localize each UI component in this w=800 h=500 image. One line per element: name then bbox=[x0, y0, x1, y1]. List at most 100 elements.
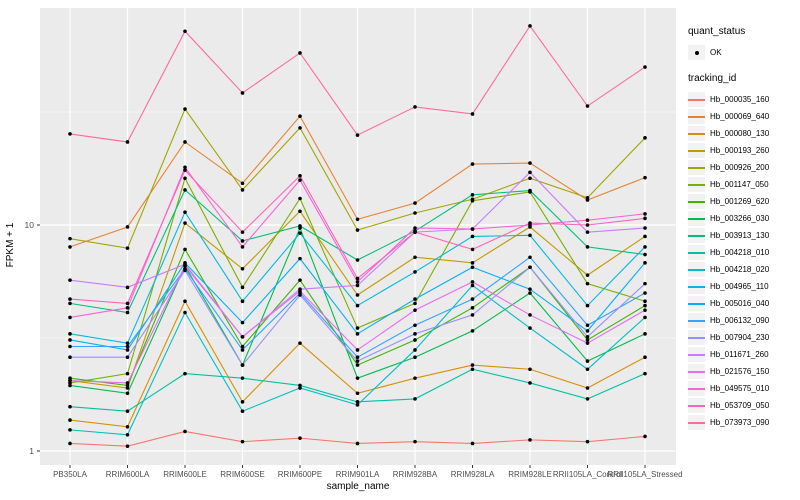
data-point bbox=[240, 188, 245, 192]
data-point bbox=[355, 355, 360, 360]
data-point bbox=[183, 176, 187, 181]
legend-item-Hb_000926_200: Hb_000926_200 bbox=[688, 159, 800, 176]
data-point bbox=[240, 363, 245, 367]
data-point bbox=[125, 386, 130, 390]
legend-item-Hb_011671_260: Hb_011671_260 bbox=[688, 346, 800, 363]
legend-item-label: Hb_006132_090 bbox=[710, 316, 770, 325]
legend-item-label: Hb_001269_620 bbox=[710, 197, 770, 206]
data-point bbox=[643, 136, 647, 140]
data-point bbox=[643, 308, 647, 312]
series-color-key bbox=[688, 347, 705, 362]
data-point bbox=[470, 227, 475, 231]
data-point bbox=[240, 267, 245, 271]
data-point bbox=[528, 367, 532, 372]
data-point bbox=[298, 126, 302, 130]
data-point bbox=[643, 355, 647, 360]
data-point bbox=[298, 178, 302, 182]
data-point bbox=[355, 391, 360, 396]
x-tick-label: RRIM600SE bbox=[220, 470, 264, 479]
data-point bbox=[470, 297, 475, 301]
data-point bbox=[413, 355, 417, 360]
data-point bbox=[298, 196, 302, 201]
data-point bbox=[240, 344, 245, 349]
data-point bbox=[355, 326, 360, 330]
data-point bbox=[413, 301, 417, 306]
legend-title-quant-status: quant_status bbox=[688, 26, 746, 37]
data-point bbox=[298, 209, 302, 214]
legend-item-label: Hb_000926_200 bbox=[710, 163, 770, 172]
data-point bbox=[355, 228, 360, 232]
data-point bbox=[355, 359, 360, 363]
data-point bbox=[470, 367, 475, 372]
data-point bbox=[355, 376, 360, 380]
data-point bbox=[183, 221, 187, 225]
legend-item-Hb_049575_010: Hb_049575_010 bbox=[688, 380, 800, 397]
legend-item-label: Hb_001147_050 bbox=[710, 180, 769, 189]
data-point bbox=[68, 332, 72, 336]
legend-title-tracking-id: tracking_id bbox=[688, 73, 737, 84]
data-point bbox=[298, 256, 302, 261]
x-tick-label: RRIM600LA bbox=[106, 470, 150, 479]
x-tick-label: RRII105LA_Control bbox=[553, 470, 623, 479]
data-point bbox=[68, 245, 72, 249]
data-point bbox=[240, 285, 245, 290]
data-point bbox=[183, 268, 187, 273]
point-marker-icon bbox=[688, 45, 705, 60]
data-point bbox=[470, 265, 475, 270]
data-point bbox=[240, 245, 245, 249]
data-point bbox=[643, 216, 647, 221]
x-tick-label: RRIM901LA bbox=[336, 470, 380, 479]
data-point bbox=[183, 168, 187, 172]
legend-item-label: Hb_003913_130 bbox=[710, 231, 770, 240]
data-point bbox=[528, 161, 532, 165]
legend-item-Hb_004218_020: Hb_004218_020 bbox=[688, 261, 800, 278]
legend-item-Hb_073973_090: Hb_073973_090 bbox=[688, 414, 800, 431]
data-point bbox=[585, 195, 590, 200]
data-point bbox=[68, 132, 72, 136]
data-point bbox=[298, 436, 302, 440]
data-point bbox=[355, 293, 360, 297]
data-point bbox=[528, 170, 532, 175]
data-point bbox=[125, 310, 130, 315]
data-point bbox=[528, 176, 532, 181]
legend: quant_status OK tracking_id Hb_000035_16… bbox=[688, 26, 800, 431]
data-point bbox=[240, 239, 245, 243]
data-point bbox=[183, 188, 187, 192]
data-point bbox=[68, 355, 72, 360]
legend-item-Hb_000035_160: Hb_000035_160 bbox=[688, 91, 800, 108]
data-point bbox=[413, 348, 417, 352]
legend-item-label: Hb_004965_110 bbox=[710, 282, 769, 291]
legend-item-label: Hb_003266_030 bbox=[710, 214, 770, 223]
data-point bbox=[68, 441, 72, 446]
legend-item-label: Hb_004218_010 bbox=[710, 248, 770, 257]
data-point bbox=[183, 310, 187, 315]
series-color-key bbox=[688, 126, 705, 141]
legend-item-Hb_006132_090: Hb_006132_090 bbox=[688, 312, 800, 329]
data-point bbox=[125, 225, 130, 229]
data-point bbox=[470, 112, 475, 116]
legend-item-label: Hb_004218_020 bbox=[710, 265, 770, 274]
data-point bbox=[125, 285, 130, 290]
data-point bbox=[125, 424, 130, 429]
data-point bbox=[240, 348, 245, 352]
data-point bbox=[585, 323, 590, 328]
data-point bbox=[643, 315, 647, 320]
legend-item-Hb_005016_040: Hb_005016_040 bbox=[688, 295, 800, 312]
data-point bbox=[643, 65, 647, 69]
data-point bbox=[528, 287, 532, 291]
data-point bbox=[528, 438, 532, 442]
data-point bbox=[585, 397, 590, 401]
data-point bbox=[298, 224, 302, 228]
data-point bbox=[643, 303, 647, 308]
legend-item-label: Hb_005016_040 bbox=[710, 299, 770, 308]
data-point bbox=[643, 332, 647, 336]
data-point bbox=[183, 107, 187, 111]
data-point bbox=[585, 281, 590, 286]
series-color-key bbox=[688, 364, 705, 379]
series-color-key bbox=[688, 160, 705, 175]
data-point bbox=[355, 283, 360, 288]
data-point bbox=[125, 432, 130, 437]
data-point bbox=[355, 217, 360, 222]
series-color-key bbox=[688, 211, 705, 226]
